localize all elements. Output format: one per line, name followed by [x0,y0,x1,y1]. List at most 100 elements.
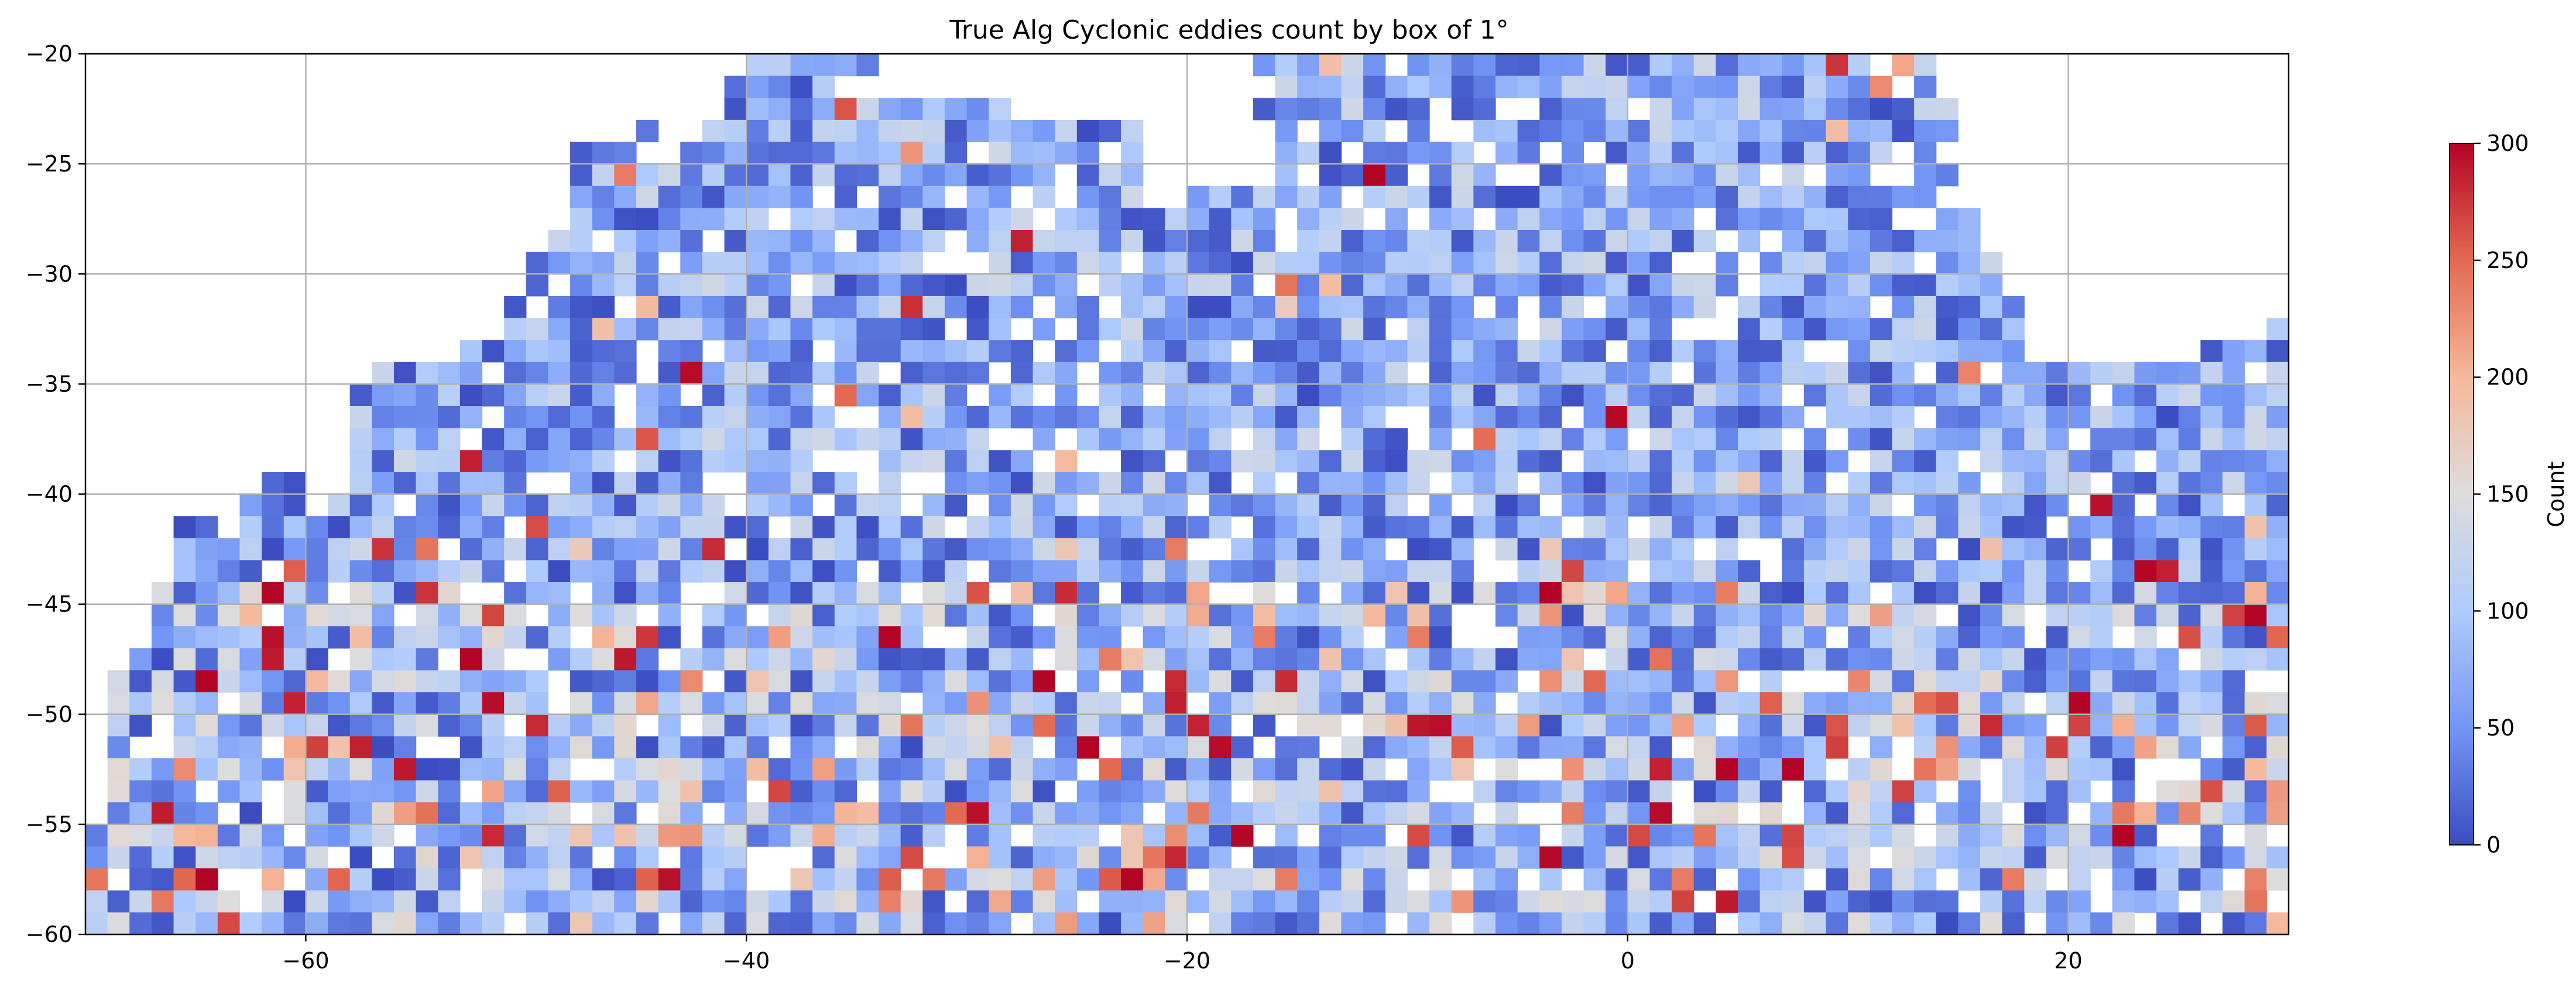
heatmap-cell [262,494,284,517]
heatmap-cell [1517,142,1540,164]
heatmap-cell [2002,362,2025,384]
heatmap-cell [680,560,703,583]
heatmap-cell [482,802,505,825]
heatmap-cell [834,252,857,274]
heatmap-cell [1319,142,1342,164]
heatmap-cell [2266,780,2289,803]
heatmap-cell [393,670,417,693]
heatmap-cell [2200,362,2223,384]
heatmap-cell [1319,164,1342,187]
heatmap-cell [1495,912,1518,935]
heatmap-cell [548,340,571,363]
heatmap-cell [1716,142,1738,164]
heatmap-cell [2112,582,2135,605]
heatmap-cell [2002,692,2025,715]
heatmap-cell [1826,384,1848,407]
y-tick-label: −40 [26,482,73,507]
heatmap-cell [173,846,196,869]
heatmap-cell [262,692,284,715]
heatmap-cell [1672,890,1695,913]
heatmap-cell [1121,648,1144,671]
heatmap-cell [2024,736,2047,759]
x-tick-label: 20 [2054,948,2082,974]
heatmap-cell [1759,119,1782,143]
heatmap-cell [1209,780,1232,803]
heatmap-cell [1716,406,1738,429]
heatmap-cell [570,252,593,274]
heatmap-cell [1121,164,1144,187]
heatmap-cell [900,185,923,208]
heatmap-cell [746,648,769,671]
heatmap-cell [1539,274,1562,297]
heatmap-cell [724,406,747,429]
heatmap-cell [2024,846,2047,869]
heatmap-cell [459,384,483,407]
heatmap-cell [1936,318,1958,341]
heatmap-cell [1539,868,1562,891]
heatmap-cell [1319,846,1342,869]
heatmap-cell [724,252,747,274]
heatmap-cell [1649,494,1672,517]
heatmap-cell [1539,714,1562,737]
heatmap-cell [768,274,791,297]
heatmap-cell [1076,164,1100,187]
heatmap-cell [922,824,945,847]
heatmap-cell [2222,472,2245,495]
heatmap-cell [1759,780,1782,803]
heatmap-cell [504,494,527,517]
heatmap-cell [2002,604,2025,627]
heatmap-cell [1892,648,1915,671]
heatmap-cell [1121,758,1144,781]
heatmap-cell [680,318,703,341]
heatmap-cell [2156,560,2179,583]
heatmap-cell [1495,450,1518,473]
heatmap-cell [1121,912,1144,935]
heatmap-cell [2222,692,2245,715]
heatmap-cell [1716,185,1738,208]
heatmap-cell [1385,802,1408,825]
heatmap-cell [1606,714,1628,737]
heatmap-cell [526,582,549,605]
heatmap-cell [306,582,328,605]
heatmap-cell [1936,208,1958,231]
heatmap-cell [922,648,945,671]
heatmap-cell [2068,384,2091,407]
heatmap-cell [1341,802,1364,825]
heatmap-cell [1010,230,1034,253]
heatmap-cell [1429,340,1452,363]
heatmap-cell [1275,98,1298,121]
heatmap-cell [239,802,262,825]
heatmap-cell [1672,626,1695,649]
heatmap-cell [1297,142,1320,164]
heatmap-cell [636,670,659,693]
heatmap-cell [1517,340,1540,363]
heatmap-cell [393,560,417,583]
heatmap-cell [1716,450,1738,473]
heatmap-cell [1649,626,1672,649]
heatmap-cell [989,912,1011,935]
heatmap-cell [1187,384,1210,407]
heatmap-cell [1892,846,1915,869]
heatmap-cell [1010,516,1034,539]
heatmap-cell [1627,54,1651,77]
heatmap-cell [1253,670,1276,693]
heatmap-cell [966,714,989,737]
heatmap-cell [217,824,241,847]
heatmap-cell [768,582,791,605]
heatmap-cell [1738,648,1761,671]
heatmap-cell [1561,714,1584,737]
heatmap-cell [1870,230,1893,253]
heatmap-cell [1649,472,1672,495]
heatmap-cell [173,670,196,693]
heatmap-cell [1076,648,1100,671]
heatmap-cell [2178,582,2201,605]
heatmap-cell [879,912,901,935]
heatmap-cell [1429,295,1452,319]
heatmap-cell [1561,560,1584,583]
heatmap-cell [1759,714,1782,737]
heatmap-cell [438,604,461,627]
heatmap-cell [1209,516,1232,539]
colorbar-tick-label: 100 [2486,598,2529,624]
heatmap-cell [1693,560,1716,583]
heatmap-cell [658,340,681,363]
